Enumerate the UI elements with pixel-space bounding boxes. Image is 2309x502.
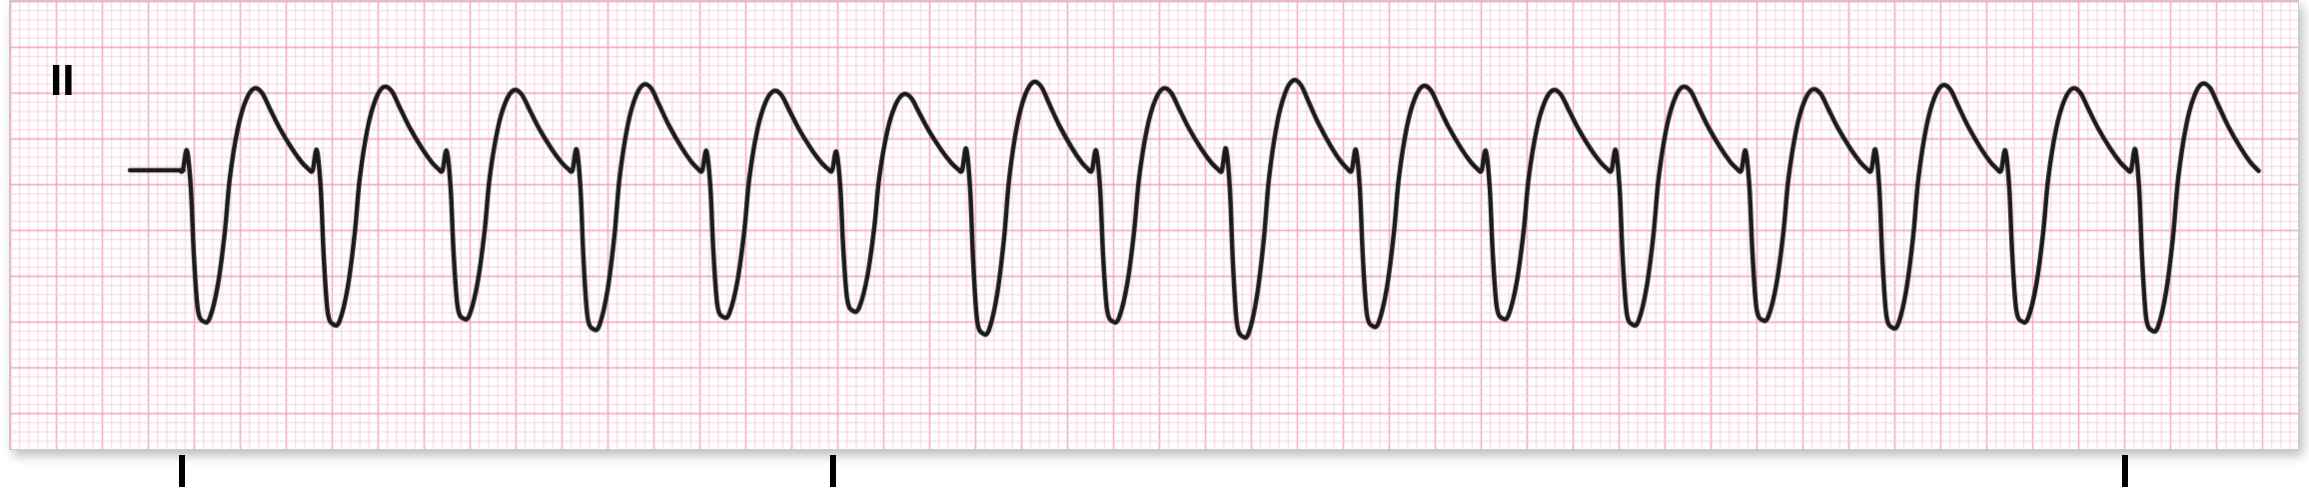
time-tick: [830, 455, 836, 487]
lead-label: II: [50, 56, 74, 106]
ecg-strip: II: [9, 0, 2299, 450]
time-tick: [179, 455, 185, 487]
ecg-container: II: [0, 0, 2309, 502]
time-tick: [2122, 455, 2128, 487]
ecg-trace: [10, 1, 2298, 449]
